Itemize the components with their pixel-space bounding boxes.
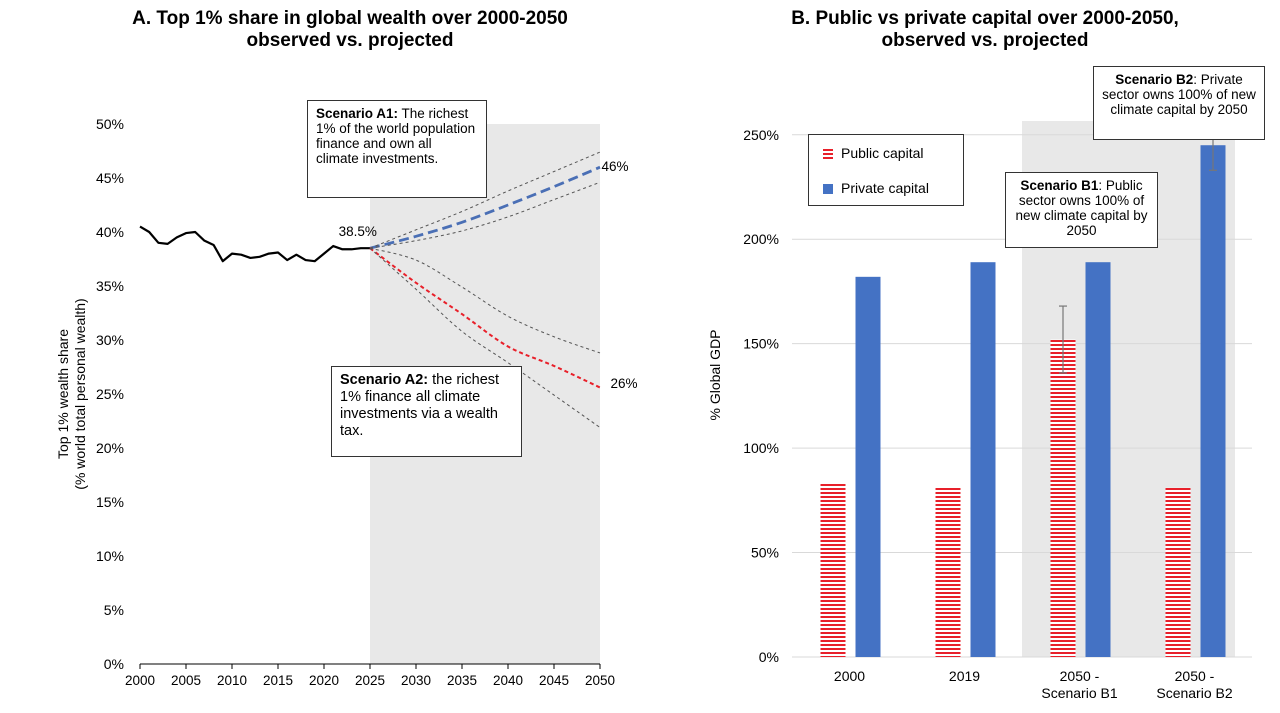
y-tick-label: 100%	[743, 440, 779, 456]
scenario-a1-label: Scenario A1:	[316, 106, 399, 121]
scenario-b2-label: Scenario B2	[1115, 72, 1194, 87]
legend-swatch-public	[823, 149, 833, 160]
bar-private-capital	[970, 262, 996, 657]
y-tick-label: 20%	[96, 440, 124, 456]
scenario-b2-text: : Private sector owns 100% of new climat…	[1102, 72, 1256, 117]
x-tick-label: 2005	[171, 673, 201, 688]
y-tick-label: 250%	[743, 127, 779, 143]
chart-b: 0% 50% 100% 150% 200% 250% % Global GDP 2000 201…	[707, 119, 1252, 701]
legend-item-private: Private capital	[823, 179, 929, 197]
panel-a-title: A. Top 1% share in global wealth over 20…	[70, 8, 630, 52]
chart-b-legend: Public capital Private capital	[808, 134, 964, 206]
annotation-observed-value: 38.5%	[339, 224, 377, 239]
y-tick-label: 30%	[96, 332, 124, 348]
y-tick-label: 200%	[743, 231, 779, 247]
x-tick-label: Scenario B1	[1041, 685, 1117, 701]
series-scenario-a1	[369, 165, 601, 250]
series-scenario-a2-lower	[369, 247, 601, 428]
scenario-a2-box: Scenario A2: the richest 1% finance all …	[331, 366, 522, 457]
panel-b-title: B. Public vs private capital over 2000-2…	[700, 8, 1270, 52]
panel-a-title-line2: observed vs. projected	[246, 30, 454, 51]
panel-b-title-line1: B. Public vs private capital over 2000-2…	[791, 8, 1179, 29]
series-scenario-a2-upper	[369, 247, 601, 354]
scenario-b1-box: Scenario B1: Public sector owns 100% of …	[1005, 172, 1158, 248]
y-axis-label: Top 1% wealth share(% world total person…	[55, 298, 88, 489]
annotation-a1-value: 46%	[601, 159, 628, 174]
bar-public-capital	[820, 483, 846, 657]
x-tick-label: Scenario B2	[1156, 685, 1232, 701]
legend-item-public: Public capital	[823, 144, 924, 162]
x-tick-label: 2030	[401, 673, 431, 688]
series-scenario-a2	[369, 247, 601, 389]
annotation-a2-value: 26%	[610, 376, 637, 391]
y-tick-label: 0%	[759, 649, 779, 665]
y-tick-label: 25%	[96, 386, 124, 402]
scenario-b2-box: Scenario B2: Private sector owns 100% of…	[1093, 66, 1265, 140]
x-tick-label: 2000	[834, 668, 865, 684]
series-observed	[139, 225, 370, 263]
series-scenario-a1-lower	[369, 181, 601, 249]
y-tick-label: 50%	[751, 545, 779, 561]
y-tick-label: 15%	[96, 494, 124, 510]
y-tick-label: 50%	[96, 116, 124, 132]
scenario-b1-label: Scenario B1	[1020, 178, 1099, 193]
y-tick-label: 150%	[743, 336, 779, 352]
scenario-a2-text: the richest 1% finance all climate inves…	[340, 372, 500, 439]
x-tick-label: 2015	[263, 673, 293, 688]
y-tick-label: 40%	[96, 224, 124, 240]
legend-label-public: Public capital	[841, 145, 924, 161]
x-tick-label: 2020	[309, 673, 339, 688]
bar-public-capital	[1050, 339, 1076, 657]
panel-b-title-line2: observed vs. projected	[881, 30, 1089, 51]
x-tick-label: 2010	[217, 673, 247, 688]
chart-a: 0% 5% 10% 15% 20% 25% 30% 35% 40% 45% 50% 2000 2005 2…	[55, 116, 638, 688]
bar-private-capital	[1085, 262, 1111, 657]
y-axis-label-line2: (% world total personal wealth)	[72, 298, 88, 489]
x-tick-label: 2050 -	[1060, 668, 1100, 684]
scenario-a1-box: Scenario A1: The richest 1% of the world…	[307, 100, 487, 198]
y-tick-label: 5%	[104, 602, 124, 618]
bar-public-capital	[1165, 487, 1191, 657]
x-tick-label: 2025	[355, 673, 385, 688]
scenario-a1-text: The richest 1% of the world population f…	[316, 106, 476, 166]
series-scenario-a1-upper	[369, 151, 601, 249]
x-tick-label: 2035	[447, 673, 477, 688]
legend-label-private: Private capital	[841, 180, 929, 196]
y-tick-label: 0%	[104, 656, 124, 672]
y-axis-label: % Global GDP	[707, 329, 723, 420]
legend-swatch-private	[823, 184, 833, 195]
y-tick-label: 10%	[96, 548, 124, 564]
panel-a-title-line1: A. Top 1% share in global wealth over 20…	[132, 8, 568, 29]
y-axis-label-line1: Top 1% wealth share	[55, 329, 71, 459]
x-tick-label: 2050	[585, 673, 615, 688]
scenario-a2-label: Scenario A2:	[340, 372, 429, 388]
x-tick-label: 2040	[493, 673, 523, 688]
x-tick-label: 2045	[539, 673, 569, 688]
bar-public-capital	[935, 487, 961, 657]
y-tick-label: 45%	[96, 170, 124, 186]
x-tick-label: 2019	[949, 668, 980, 684]
y-tick-label: 35%	[96, 278, 124, 294]
bar-private-capital	[1200, 145, 1226, 657]
bar-private-capital	[855, 276, 881, 657]
x-tick-label: 2050 -	[1175, 668, 1215, 684]
scenario-b1-text: : Public sector owns 100% of new climate…	[1015, 178, 1148, 238]
x-tick-label: 2000	[125, 673, 155, 688]
